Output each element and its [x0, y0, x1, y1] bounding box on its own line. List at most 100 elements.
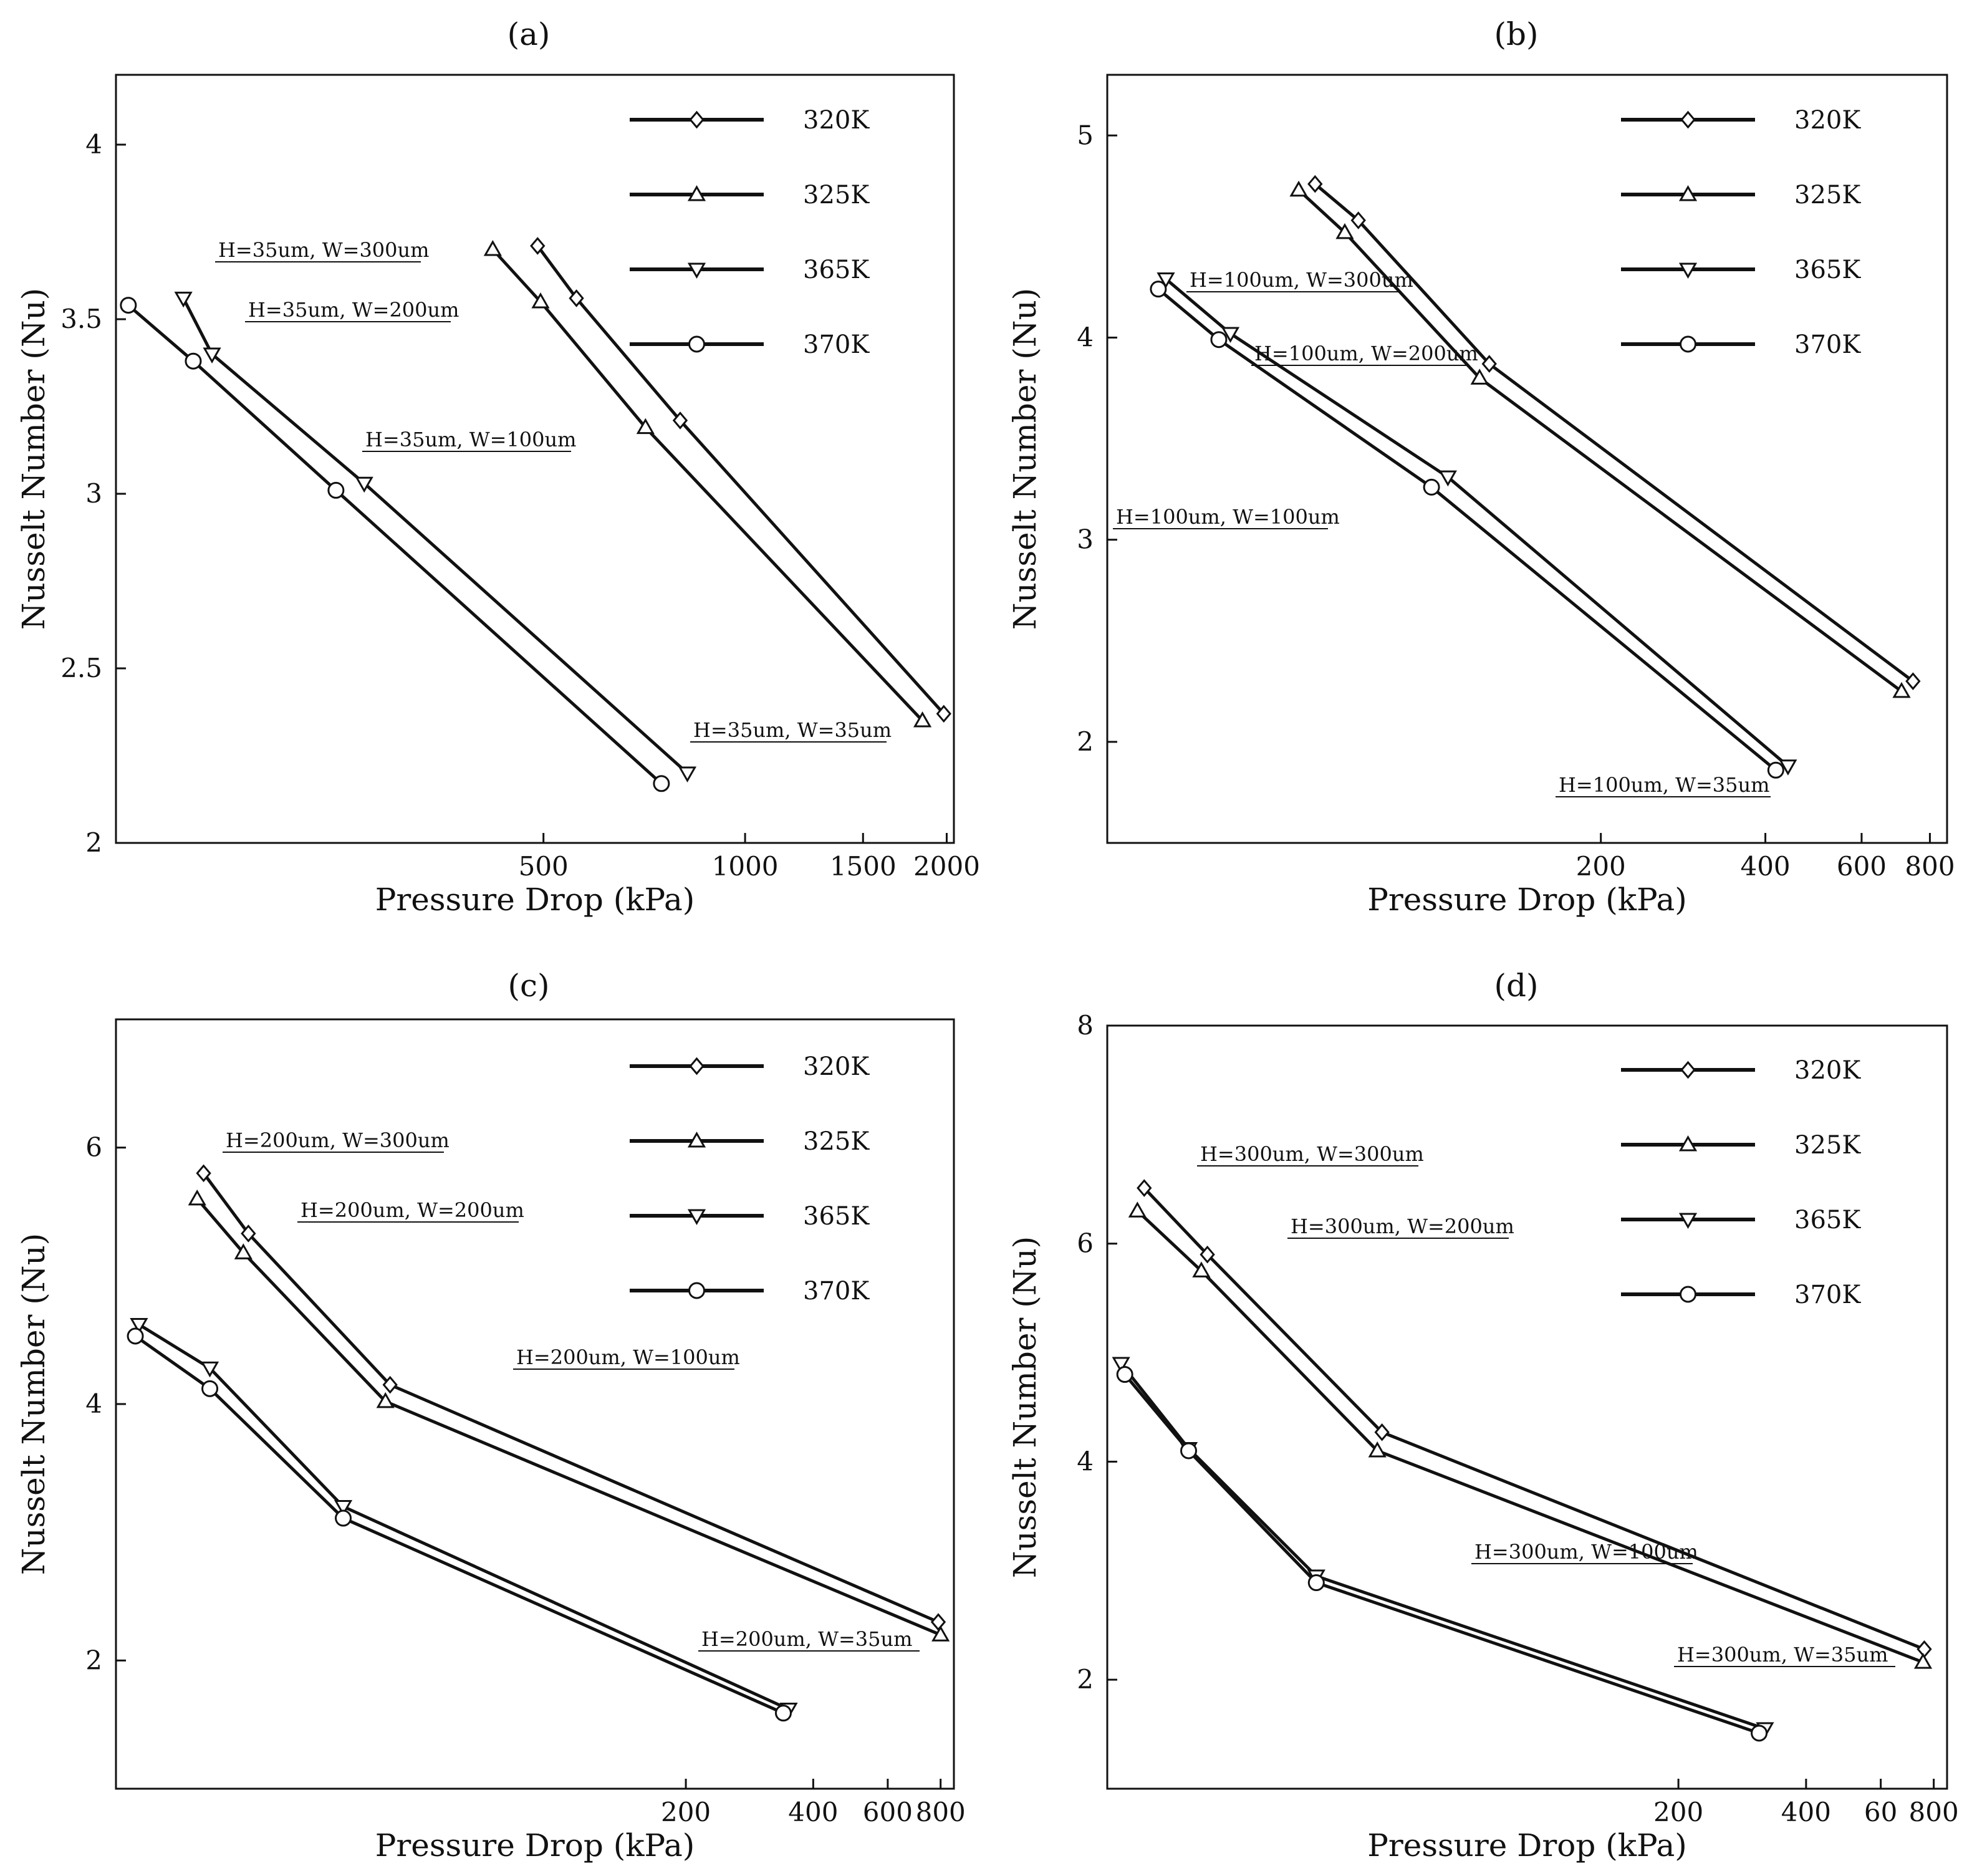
data-point-365K — [1438, 470, 1457, 487]
x-tick-label: 1000 — [712, 851, 779, 882]
legend-marker-325K — [1678, 1135, 1698, 1152]
data-point-320K — [1374, 1423, 1390, 1441]
data-point-370K — [1767, 761, 1784, 779]
series-line-325K — [491, 248, 924, 722]
legend-label-320K: 320K — [1794, 106, 1861, 135]
data-point-365K — [1779, 759, 1797, 776]
data-point-325K — [913, 711, 932, 728]
annotation-label: H=35um, W=35um — [693, 718, 892, 742]
data-point-320K — [1350, 211, 1366, 229]
data-point-370K — [185, 352, 202, 370]
panel-label: (d) — [1494, 968, 1538, 1004]
x-axis-title: Pressure Drop (kPa) — [375, 1827, 695, 1864]
data-point-325K — [1913, 1653, 1933, 1669]
y-tick-label: 3 — [1077, 524, 1094, 555]
data-point-320K — [382, 1375, 398, 1394]
annotation-label: H=35um, W=100um — [365, 428, 576, 451]
legend-label-370K: 370K — [1794, 1281, 1861, 1309]
x-tick-label: 400 — [1781, 1797, 1831, 1827]
data-point-320K — [1917, 1640, 1932, 1658]
data-point-320K — [241, 1224, 256, 1243]
x-tick-label: 200 — [661, 1797, 711, 1827]
legend-marker-365K — [1678, 262, 1698, 279]
data-point-325K — [1335, 223, 1354, 239]
data-point-365K — [678, 766, 697, 783]
data-point-320K — [936, 705, 951, 723]
plot-frame — [115, 74, 955, 844]
x-axis-title: Pressure Drop (kPa) — [1367, 1827, 1687, 1864]
legend-label-325K: 325K — [1794, 181, 1861, 209]
data-point-325K — [931, 1625, 950, 1642]
y-axis-title: Nusselt Number (Nu) — [16, 1233, 52, 1575]
panel-b: (b) 2 3 4 5 200 400 600 800 Pressure Drop (kPa) Nu… — [1007, 16, 1955, 918]
data-point-370K — [1180, 1442, 1198, 1460]
data-point-365K — [1157, 272, 1175, 289]
x-tick-label: 400 — [788, 1797, 838, 1827]
x-axis-title: Pressure Drop (kPa) — [1367, 882, 1687, 918]
data-point-320K — [930, 1613, 946, 1631]
annotation-label: H=200um, W=100um — [516, 1345, 740, 1369]
panel-d: (d) 2 4 6 8 200 400 60 800 Pressure Drop (kPa) Nus… — [1007, 968, 1959, 1864]
series-line-365K — [1165, 277, 1789, 767]
panel-c: (c) 2 4 6 200 400 600 800 Pressure Drop (kPa) Nus… — [16, 968, 966, 1864]
data-point-365K — [174, 291, 193, 308]
data-point-365K — [1112, 1357, 1130, 1373]
data-point-365K — [203, 347, 221, 364]
data-point-320K — [1200, 1245, 1215, 1264]
legend-marker-370K — [688, 1282, 705, 1299]
series-line-325K — [1297, 188, 1903, 693]
data-point-370K — [120, 297, 137, 314]
y-tick-label: 4 — [85, 1388, 102, 1419]
data-point-325K — [1128, 1201, 1147, 1218]
x-tick-label: 500 — [519, 851, 569, 882]
data-point-370K — [653, 775, 670, 792]
data-point-325K — [483, 239, 502, 256]
y-tick-label: 3 — [85, 478, 102, 509]
y-tick-label: 2 — [85, 827, 102, 858]
series-line-365K — [1120, 1362, 1766, 1731]
x-tick-label: 800 — [1909, 1797, 1959, 1827]
annotation-label: H=300um, W=100um — [1474, 1540, 1698, 1564]
legend-marker-320K — [1680, 110, 1696, 129]
x-tick-label: 200 — [1576, 851, 1626, 882]
series-line-320K — [1143, 1186, 1925, 1651]
data-point-370K — [1307, 1574, 1325, 1592]
data-point-320K — [196, 1164, 211, 1183]
series-line-365K — [181, 297, 689, 774]
data-point-320K — [1481, 355, 1497, 373]
annotation-label: H=200um, W=300um — [226, 1128, 450, 1152]
legend-marker-365K — [687, 262, 706, 279]
data-point-320K — [1137, 1179, 1152, 1197]
plot-frame — [1106, 1024, 1948, 1790]
data-point-320K — [1307, 175, 1323, 193]
x-tick-label: 200 — [1653, 1797, 1703, 1827]
annotation-label: H=300um, W=35um — [1677, 1643, 1888, 1667]
y-tick-label: 3.5 — [60, 304, 102, 334]
data-point-365K — [355, 476, 373, 493]
annotation-label: H=35um, W=200um — [248, 298, 459, 322]
legend-label-370K: 370K — [803, 330, 870, 359]
data-point-365K — [200, 1361, 219, 1378]
legend-label-325K: 325K — [803, 1127, 870, 1156]
x-tick-label: 2000 — [913, 851, 980, 882]
y-tick-label: 8 — [1077, 1010, 1094, 1041]
data-point-320K — [530, 237, 546, 255]
legend-label-365K: 365K — [1794, 1206, 1861, 1234]
series-line-320K — [202, 1172, 939, 1623]
y-tick-label: 4 — [85, 129, 102, 160]
y-tick-label: 2 — [1077, 726, 1094, 757]
legend-marker-365K — [1678, 1213, 1698, 1229]
x-tick-label: 1500 — [830, 851, 897, 882]
x-tick-label: 800 — [1905, 851, 1955, 882]
y-tick-label: 2.5 — [60, 653, 102, 683]
data-point-320K — [672, 411, 688, 430]
legend-marker-320K — [689, 1057, 705, 1075]
data-point-370K — [127, 1327, 144, 1345]
data-point-325K — [376, 1392, 395, 1408]
legend-marker-320K — [1680, 1061, 1696, 1079]
data-point-320K — [569, 289, 584, 307]
data-point-325K — [1470, 368, 1489, 385]
legend-marker-320K — [689, 110, 705, 129]
x-tick-label: 600 — [1837, 851, 1887, 882]
series-line-325K — [1136, 1210, 1924, 1664]
